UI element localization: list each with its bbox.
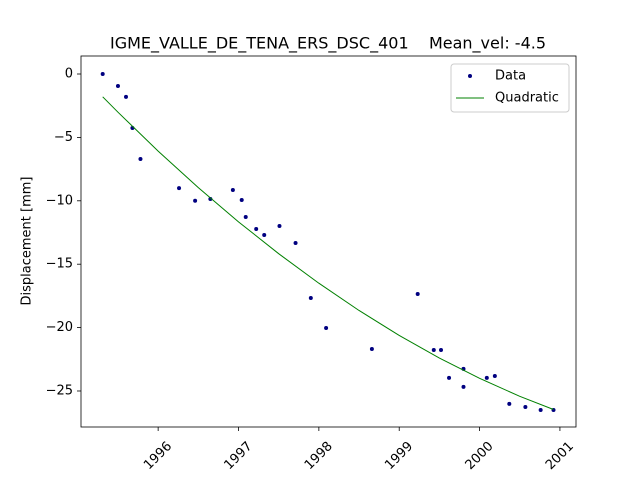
data-point bbox=[431, 348, 436, 353]
data-point bbox=[138, 156, 143, 161]
data-point bbox=[308, 296, 313, 301]
y-tick-label: 0 bbox=[65, 67, 73, 82]
x-tick-label: 1999 bbox=[382, 439, 416, 473]
fit-line bbox=[102, 96, 554, 410]
data-point bbox=[415, 291, 420, 296]
data-point bbox=[293, 241, 298, 246]
data-point bbox=[369, 347, 374, 352]
y-tick-label: −20 bbox=[46, 320, 73, 335]
data-point bbox=[230, 188, 235, 193]
data-point bbox=[492, 374, 497, 379]
data-point bbox=[484, 375, 489, 380]
chart-title: IGME_VALLE_DE_TENA_ERS_DSC_401 Mean_vel:… bbox=[110, 34, 546, 54]
data-point bbox=[461, 384, 466, 389]
data-point bbox=[439, 348, 443, 353]
x-tick-label: 1998 bbox=[302, 439, 336, 473]
data-point bbox=[254, 226, 259, 231]
legend-box bbox=[450, 63, 570, 113]
data-point bbox=[538, 408, 543, 413]
data-point bbox=[262, 233, 267, 238]
x-tick-label: 1996 bbox=[141, 439, 175, 473]
legend-marker bbox=[468, 74, 472, 78]
data-point bbox=[507, 401, 512, 406]
data-point bbox=[277, 224, 282, 229]
y-tick-label: −10 bbox=[46, 193, 73, 208]
y-tick-label: −5 bbox=[54, 130, 73, 145]
data-point bbox=[239, 198, 244, 203]
data-point bbox=[177, 186, 182, 191]
x-tick-label: 2000 bbox=[463, 439, 497, 473]
data-point bbox=[523, 404, 528, 409]
x-tick-label: 2001 bbox=[543, 439, 577, 473]
data-point bbox=[115, 84, 120, 89]
data-point bbox=[324, 325, 329, 330]
legend-label: Quadratic bbox=[495, 91, 559, 106]
data-point bbox=[447, 375, 452, 380]
legend-label: Data bbox=[495, 69, 526, 84]
data-point bbox=[100, 72, 105, 77]
data-point bbox=[193, 198, 198, 203]
data-point bbox=[208, 197, 213, 202]
y-tick-label: −15 bbox=[46, 257, 73, 272]
plot-frame bbox=[80, 55, 577, 428]
data-point bbox=[243, 215, 248, 220]
x-tick-label: 1997 bbox=[221, 439, 255, 473]
y-axis-label: Displacement [mm] bbox=[20, 177, 35, 306]
data-point bbox=[124, 94, 128, 99]
y-tick-label: −25 bbox=[46, 383, 73, 398]
